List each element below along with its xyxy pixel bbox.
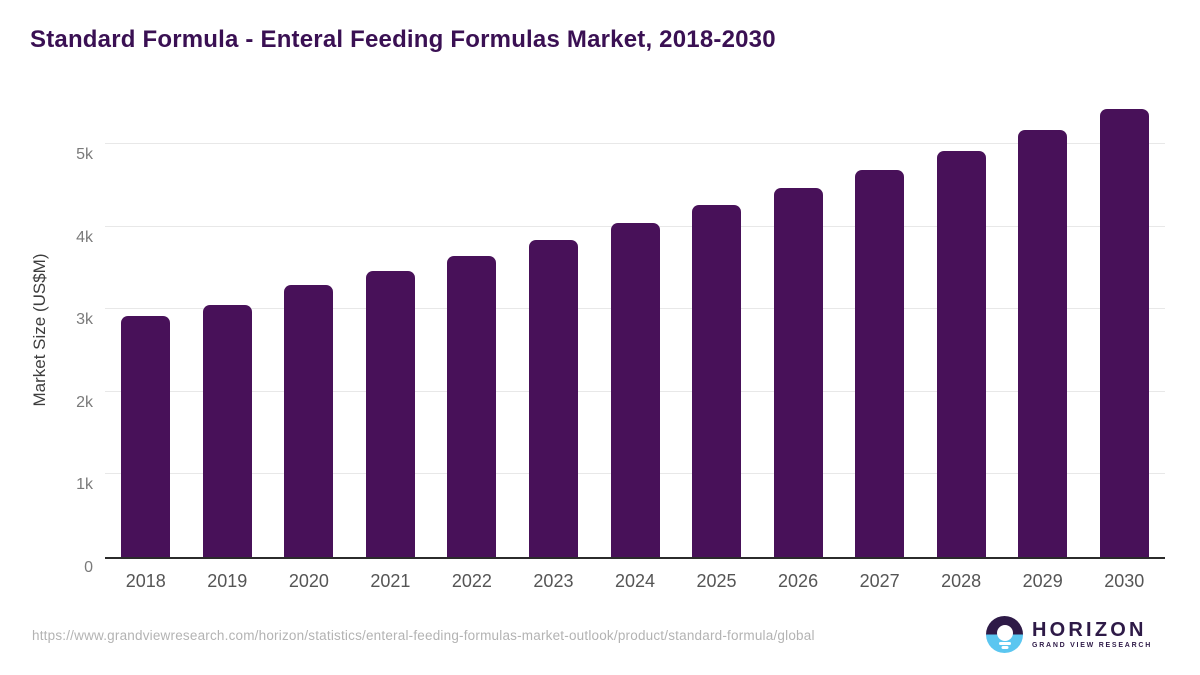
bar-2023 [528, 240, 578, 557]
x-tick-label-2020: 2020 [288, 571, 329, 591]
logo-brand-name: HORIZON [1032, 619, 1147, 641]
source-url: https://www.grandviewresearch.com/horizo… [32, 628, 815, 643]
x-tick-label-2018: 2018 [125, 571, 166, 591]
y-tick-label-5k: 5k [76, 146, 93, 164]
bar-2021 [365, 270, 415, 557]
y-tick-label-3k: 3k [76, 311, 93, 329]
x-tick-label-2025: 2025 [696, 571, 737, 591]
bar-2026 [773, 187, 823, 557]
x-tick-label-2022: 2022 [451, 571, 492, 591]
y-tick-label-0: 0 [84, 559, 93, 576]
bar-2025 [692, 204, 742, 557]
gridline-5k [105, 143, 1165, 145]
horizon-logo-icon [986, 616, 1024, 653]
y-axis-title: Market Size (US$M) [30, 253, 49, 407]
bar-2022 [447, 256, 497, 557]
bar-2018 [121, 315, 171, 557]
x-tick-label-2027: 2027 [859, 571, 900, 591]
x-tick-label-2026: 2026 [778, 571, 819, 591]
x-tick-label-2024: 2024 [614, 571, 656, 591]
bar-2030 [1099, 108, 1149, 557]
x-tick-label-2023: 2023 [533, 571, 574, 591]
bar-2028 [936, 151, 986, 557]
bar-2020 [284, 285, 334, 557]
bar-2027 [855, 169, 905, 557]
page-title: Standard Formula - Enteral Feeding Formu… [30, 26, 776, 53]
bar-2029 [1018, 130, 1068, 557]
logo-brand-subtitle: GRAND VIEW RESEARCH [1032, 642, 1152, 649]
y-tick-label-2k: 2k [76, 393, 93, 411]
x-tick-label-2019: 2019 [207, 571, 248, 591]
sun-reflection-icon [1001, 646, 1009, 649]
y-tick-label-4k: 4k [76, 228, 93, 246]
x-tick-label-2030: 2030 [1104, 571, 1145, 591]
logo-text: HORIZON GRAND VIEW RESEARCH [1032, 620, 1152, 649]
sun-icon [996, 625, 1013, 641]
sun-reflection-icon [998, 642, 1011, 645]
y-tick-label-1k: 1k [76, 476, 93, 494]
x-tick-label-2028: 2028 [941, 571, 982, 591]
bar-2024 [610, 223, 660, 557]
horizon-logo: HORIZON GRAND VIEW RESEARCH [986, 616, 1152, 653]
x-tick-label-2029: 2029 [1022, 571, 1063, 591]
bar-2019 [202, 304, 252, 557]
plot-area [105, 100, 1165, 559]
x-tick-label-2021: 2021 [370, 571, 411, 591]
